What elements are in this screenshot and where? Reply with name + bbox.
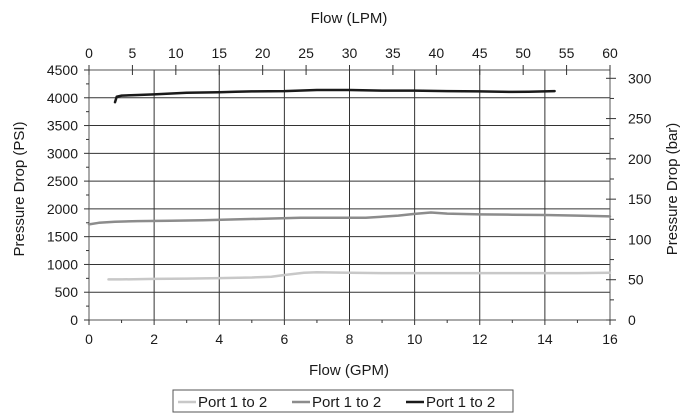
y-right-axis-title: Pressure Drop (bar) [664,123,681,256]
x-bottom-tick-label-14: 14 [537,331,553,347]
x-bottom-tick-label-12: 12 [472,331,488,347]
y-right-tick-label-100: 100 [628,231,652,247]
x-bottom-tick-label-8: 8 [346,331,354,347]
x-top-tick-label-10: 10 [168,45,184,61]
legend-entry-3: Port 1 to 2 [406,394,495,411]
x-top-tick-label-30: 30 [342,45,358,61]
x-bottom-tick-label-16: 16 [602,331,618,347]
series-line-3 [113,88,556,104]
axes: 0 2 4 6 8 10 12 14 16 0 5 10 15 20 25 30 35 40 45 50 55 60 0 50… [47,45,652,347]
y-right-tick-label-50: 50 [628,272,644,288]
x-bottom-axis-title: Flow (GPM) [309,362,389,379]
legend-entry-1: Port 1 to 2 [178,394,267,411]
x-bottom-tick-label-0: 0 [85,331,93,347]
y-left-tick-label-500: 500 [55,284,79,300]
y-left-axis-title: Pressure Drop (PSI) [11,121,28,256]
legend-box [172,389,514,413]
x-top-tick-label-15: 15 [211,45,227,61]
x-top-tick-label-40: 40 [429,45,445,61]
series-lines [87,88,612,281]
legend-label-1: Port 1 to 2 [198,394,267,411]
y-left-tick-label-3000: 3000 [47,145,78,161]
x-top-tick-label-60: 60 [602,45,618,61]
y-left-tick-label-1500: 1500 [47,229,78,245]
y-left-tick-label-4000: 4000 [47,90,78,106]
y-left-tick-label-2500: 2500 [47,173,78,189]
y-left-tick-label-0: 0 [70,312,78,328]
x-top-tick-label-35: 35 [385,45,401,61]
y-left-tick-label-1000: 1000 [47,256,78,272]
series-line-1 [107,270,612,281]
legend-label-3: Port 1 to 2 [426,394,495,411]
y-right-tick-label-300: 300 [628,70,652,86]
x-top-axis-title: Flow (LPM) [311,10,388,27]
x-bottom-tick-label-6: 6 [280,331,288,347]
x-bottom-tick-label-4: 4 [215,331,223,347]
x-top-tick-label-25: 25 [298,45,314,61]
y-right-tick-label-0: 0 [628,312,636,328]
x-top-tick-label-5: 5 [129,45,137,61]
y-right-tick-label-250: 250 [628,111,652,127]
legend: Port 1 to 2 Port 1 to 2 Port 1 to 2 [172,389,514,413]
legend-entry-2: Port 1 to 2 [292,394,381,411]
x-top-tick-label-55: 55 [559,45,575,61]
x-top-tick-label-0: 0 [85,45,93,61]
series-line-2 [87,211,612,226]
y-right-tick-label-200: 200 [628,151,652,167]
y-right-tick-label-150: 150 [628,191,652,207]
x-top-tick-label-50: 50 [515,45,531,61]
x-bottom-tick-label-10: 10 [407,331,423,347]
legend-label-2: Port 1 to 2 [312,394,381,411]
y-left-tick-label-4500: 4500 [47,62,78,78]
y-left-tick-label-2000: 2000 [47,201,78,217]
y-left-tick-label-3500: 3500 [47,118,78,134]
x-top-tick-label-45: 45 [472,45,488,61]
x-top-tick-label-20: 20 [255,45,271,61]
grid-lines [89,70,610,320]
x-bottom-tick-label-2: 2 [150,331,158,347]
